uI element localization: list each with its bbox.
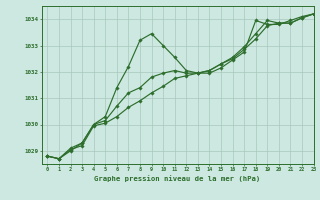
X-axis label: Graphe pression niveau de la mer (hPa): Graphe pression niveau de la mer (hPa): [94, 175, 261, 182]
